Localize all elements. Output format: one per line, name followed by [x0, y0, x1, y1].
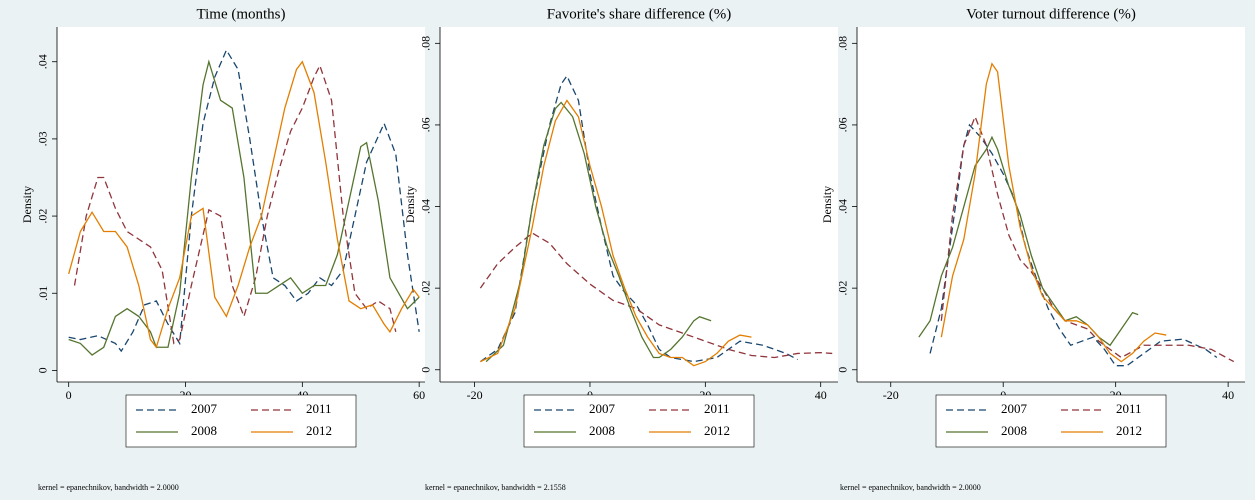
panel: Time (months)0.01.02.03.040204060TimeDen… [20, 6, 425, 491]
x-tick-label: -20 [883, 388, 899, 402]
legend-label: 2008 [589, 423, 615, 438]
x-tick-label: 40 [1222, 388, 1234, 402]
y-axis-label: Density [20, 186, 34, 223]
legend-label: 2011 [1116, 401, 1142, 416]
panel-title: Favorite's share difference (%) [547, 6, 731, 22]
y-tick-label: .01 [36, 286, 50, 301]
y-tick-label: .04 [836, 199, 850, 214]
plot-area [857, 27, 1245, 382]
legend-label: 2007 [1001, 401, 1028, 416]
y-tick-label: 0 [419, 367, 433, 373]
x-tick-label: 0 [66, 388, 72, 402]
legend-label: 2012 [704, 423, 730, 438]
x-tick-label: 40 [815, 388, 827, 402]
legend-label: 2007 [589, 401, 616, 416]
legend-label: 2007 [191, 401, 218, 416]
density-line [68, 60, 420, 349]
y-tick-label: 0 [36, 367, 50, 373]
y-tick-label: 0 [836, 367, 850, 373]
legend-label: 2008 [191, 423, 217, 438]
x-tick-label: 60 [413, 388, 425, 402]
legend-label: 2012 [1116, 423, 1142, 438]
legend-label: 2008 [1001, 423, 1027, 438]
y-tick-label: .06 [836, 117, 850, 132]
y-tick-label: .03 [36, 131, 50, 146]
y-tick-label: .04 [419, 199, 433, 214]
density-line [929, 123, 1218, 367]
y-tick-label: .08 [836, 36, 850, 51]
legend-box [125, 394, 357, 448]
density-line [73, 63, 397, 345]
y-tick-label: .02 [836, 281, 850, 296]
y-tick-label: .06 [419, 117, 433, 132]
panel: Favorite's share difference (%) 0 .02 .04 .0… [403, 6, 838, 492]
panel-title: Voter turnout difference (%) [966, 6, 1136, 22]
panel-title: Time (months) [196, 6, 285, 22]
density-line [918, 135, 1139, 347]
density-line [480, 99, 752, 367]
legend-box [935, 394, 1167, 448]
legend-label: 2011 [704, 401, 730, 416]
density-line [485, 101, 712, 363]
legend-box [523, 394, 755, 448]
y-tick-label: .04 [36, 54, 50, 69]
density-line [68, 48, 420, 353]
y-tick-label: .08 [419, 36, 433, 51]
density-line [479, 232, 833, 359]
y-axis-label: Density [820, 186, 834, 223]
y-tick-label: .02 [36, 209, 50, 224]
legend-label: 2012 [306, 423, 332, 438]
note: kernel = epanechnikov, bandwidth = 2.000… [38, 483, 179, 492]
x-tick-label: -20 [467, 388, 483, 402]
plot-area [57, 27, 425, 382]
note: kernel = epanechnikov, bandwidth = 2.000… [840, 483, 981, 492]
note: kernel = epanechnikov, bandwidth = 2.155… [425, 483, 566, 492]
y-tick-label: .02 [419, 281, 433, 296]
y-axis-label: Density [403, 186, 417, 223]
density-line [68, 59, 420, 356]
legend-label: 2011 [306, 401, 332, 416]
density-line [940, 62, 1167, 363]
panel: Voter turnout difference (%) 0 .02 .04 .06 .0… [820, 6, 1245, 492]
